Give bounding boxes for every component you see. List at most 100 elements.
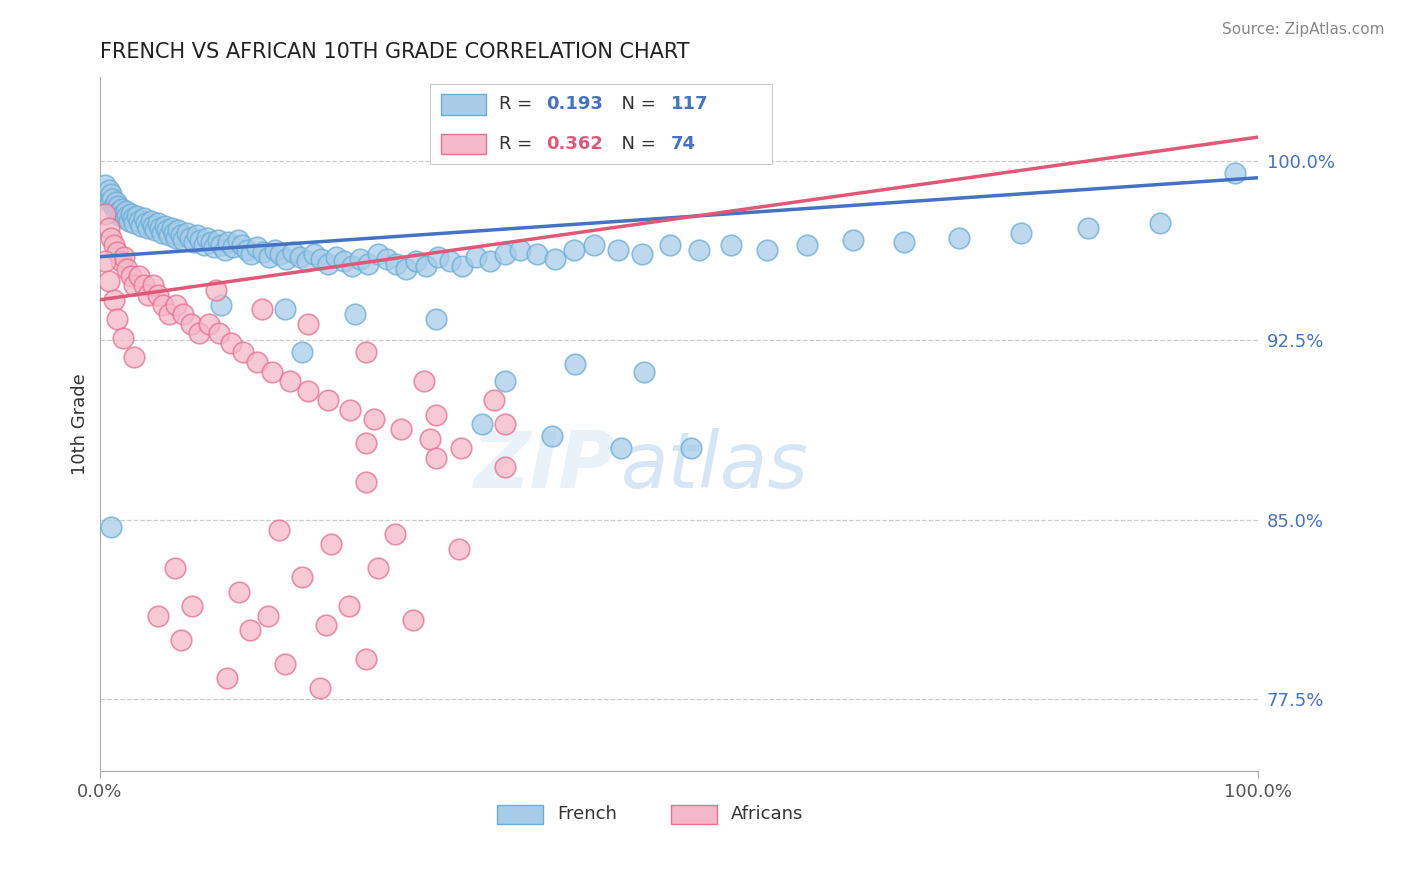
- Point: [246, 355, 269, 369]
- Point: [146, 608, 169, 623]
- Text: 74: 74: [671, 135, 696, 153]
- Point: [188, 326, 211, 341]
- Point: [131, 219, 153, 233]
- Point: [394, 261, 416, 276]
- Point: [308, 681, 330, 695]
- FancyBboxPatch shape: [671, 805, 717, 824]
- Point: [94, 178, 117, 192]
- Point: [97, 183, 120, 197]
- Point: [427, 250, 450, 264]
- Point: [167, 223, 190, 237]
- Text: 0.193: 0.193: [546, 95, 603, 113]
- Text: R =: R =: [499, 95, 538, 113]
- Point: [146, 216, 169, 230]
- Point: [337, 599, 360, 614]
- Point: [204, 283, 226, 297]
- Point: [239, 623, 262, 637]
- Point: [202, 240, 225, 254]
- Point: [250, 302, 273, 317]
- Point: [405, 254, 427, 268]
- Point: [181, 599, 204, 614]
- Point: [471, 417, 494, 432]
- Point: [240, 247, 263, 261]
- Point: [295, 254, 318, 268]
- Point: [631, 247, 654, 261]
- Point: [200, 235, 222, 250]
- Point: [302, 247, 325, 261]
- Point: [297, 384, 319, 398]
- Point: [98, 194, 121, 209]
- Point: [269, 247, 291, 261]
- Point: [425, 450, 447, 465]
- Point: [214, 243, 236, 257]
- Point: [610, 441, 633, 455]
- Point: [401, 614, 423, 628]
- Point: [325, 250, 347, 264]
- Point: [893, 235, 915, 250]
- Point: [269, 523, 291, 537]
- Point: [97, 274, 120, 288]
- Point: [231, 237, 253, 252]
- Point: [479, 254, 502, 268]
- Point: [142, 278, 165, 293]
- Point: [139, 214, 162, 228]
- Point: [333, 254, 356, 268]
- Point: [217, 671, 239, 685]
- Point: [209, 297, 232, 311]
- Point: [415, 260, 437, 274]
- Point: [257, 250, 280, 264]
- Point: [111, 206, 134, 220]
- Point: [94, 254, 117, 268]
- Point: [110, 254, 132, 268]
- Point: [494, 374, 516, 388]
- Point: [124, 350, 146, 364]
- Text: 117: 117: [671, 95, 709, 113]
- Point: [297, 317, 319, 331]
- Point: [217, 235, 239, 250]
- Point: [316, 257, 339, 271]
- Point: [309, 252, 332, 266]
- Text: Africans: Africans: [731, 805, 804, 823]
- Point: [228, 584, 250, 599]
- FancyBboxPatch shape: [498, 805, 544, 824]
- Point: [232, 345, 254, 359]
- Point: [413, 374, 436, 388]
- Point: [342, 260, 364, 274]
- Point: [291, 570, 314, 584]
- Point: [276, 252, 298, 266]
- Point: [124, 216, 146, 230]
- Point: [316, 393, 339, 408]
- Point: [125, 209, 148, 223]
- Point: [157, 228, 180, 243]
- Point: [339, 403, 361, 417]
- Point: [494, 460, 516, 475]
- Point: [222, 240, 245, 254]
- Point: [100, 520, 122, 534]
- Point: [720, 237, 742, 252]
- Point: [110, 209, 132, 223]
- Point: [105, 206, 128, 220]
- Text: ZIP: ZIP: [472, 428, 616, 504]
- Point: [544, 252, 567, 266]
- Text: Source: ZipAtlas.com: Source: ZipAtlas.com: [1222, 22, 1385, 37]
- Point: [103, 237, 125, 252]
- Point: [163, 561, 186, 575]
- Point: [128, 268, 150, 283]
- Point: [1149, 216, 1171, 230]
- Point: [152, 297, 174, 311]
- Point: [115, 204, 138, 219]
- Point: [132, 278, 155, 293]
- Point: [1225, 166, 1247, 180]
- Point: [157, 307, 180, 321]
- Point: [246, 240, 269, 254]
- Point: [278, 374, 301, 388]
- Text: 0.362: 0.362: [546, 135, 603, 153]
- FancyBboxPatch shape: [441, 134, 485, 154]
- Point: [142, 219, 165, 233]
- Point: [1010, 226, 1032, 240]
- Point: [288, 250, 311, 264]
- Point: [183, 235, 205, 250]
- Point: [354, 652, 377, 666]
- Point: [170, 632, 193, 647]
- Point: [367, 561, 389, 575]
